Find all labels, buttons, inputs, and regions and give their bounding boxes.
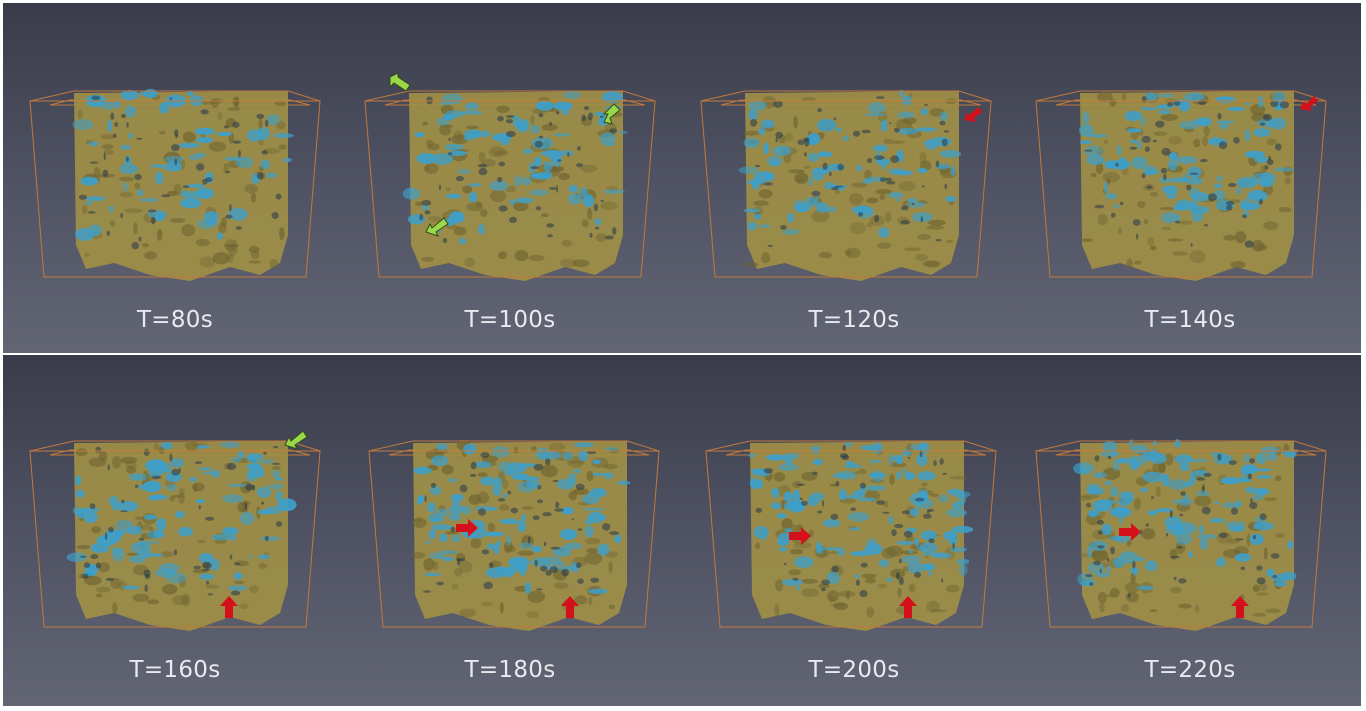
time-label: T=180s: [464, 657, 556, 683]
time-label: T=80s: [136, 307, 214, 333]
red-arrow-icon: [1231, 596, 1249, 618]
pore-volume-render: [368, 439, 660, 631]
tomography-frame: [700, 85, 1001, 295]
pore-volume-render: [700, 89, 992, 281]
pore-volume-render: [1035, 439, 1327, 631]
tomography-frame: [1035, 85, 1336, 295]
green-arrow-icon: [284, 430, 308, 450]
red-arrow-icon: [456, 519, 478, 537]
tomography-frame: [368, 435, 669, 645]
red-arrow-icon: [899, 596, 917, 618]
time-label: T=120s: [808, 307, 900, 333]
time-label: T=200s: [808, 657, 900, 683]
tomography-frame: [705, 435, 1006, 645]
pore-volume-render: [29, 440, 321, 631]
pore-volume-render: [1035, 90, 1327, 281]
time-label: T=220s: [1144, 657, 1236, 683]
green-arrow-icon: [389, 72, 411, 92]
pore-volume-render: [364, 90, 656, 281]
red-arrow-icon: [1119, 523, 1141, 541]
time-label: T=100s: [464, 307, 556, 333]
red-arrow-icon: [1300, 96, 1318, 111]
tomography-frame: [29, 435, 330, 645]
red-arrow-icon: [964, 107, 982, 122]
red-arrow-icon: [220, 596, 238, 618]
red-arrow-icon: [789, 527, 811, 545]
red-arrow-icon: [561, 596, 579, 618]
time-label: T=160s: [129, 657, 221, 683]
green-arrow-icon: [602, 103, 621, 125]
tomography-frame: [1035, 435, 1336, 645]
pore-volume-render: [29, 88, 321, 281]
tomography-frame: [364, 85, 665, 295]
pore-volume-render: [705, 440, 997, 631]
time-label: T=140s: [1144, 307, 1236, 333]
tomography-frame: [29, 85, 330, 295]
green-arrow-icon: [425, 217, 449, 237]
